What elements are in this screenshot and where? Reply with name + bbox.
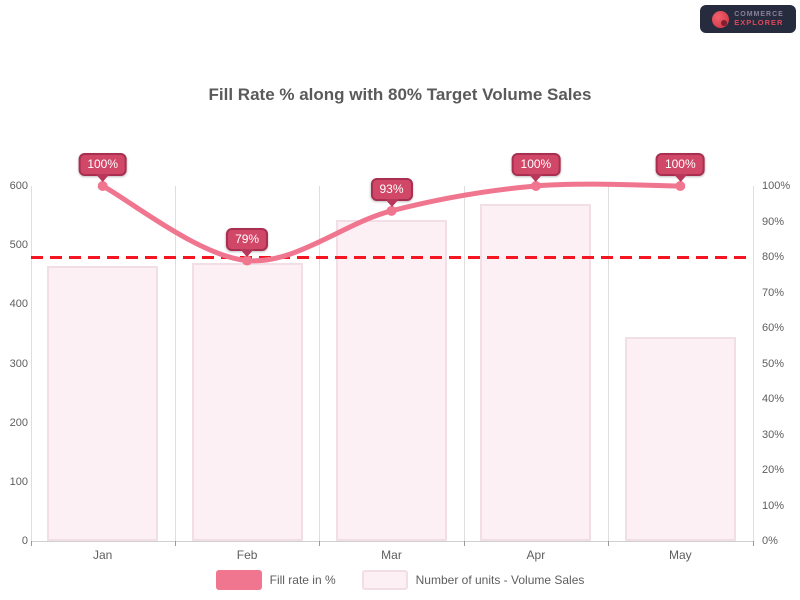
line-point-marker: [675, 181, 686, 191]
category-gridline: [752, 186, 754, 541]
line-data-label-badge: 100%: [78, 153, 128, 176]
x-axis-tick: [319, 541, 321, 546]
x-axis-line: [30, 541, 753, 542]
x-axis-category-label: Feb: [236, 548, 258, 562]
category-gridline: [463, 186, 465, 541]
line-point-marker: [97, 181, 108, 191]
line-point-marker: [242, 255, 253, 266]
right-axis-tick-label: 70%: [762, 286, 785, 299]
legend-item-fill-rate[interactable]: Fill rate in %: [215, 570, 336, 590]
right-axis-tick-label: 0%: [762, 535, 778, 547]
x-axis-tick: [30, 541, 32, 546]
right-axis-tick-label: 30%: [762, 428, 785, 441]
category-gridline: [30, 186, 32, 541]
x-axis-category-label: Apr: [526, 548, 546, 562]
volume-bar: [335, 220, 448, 541]
left-axis-tick-label: 500: [9, 239, 28, 252]
right-axis-tick-label: 90%: [762, 215, 785, 228]
left-axis-tick-label: 100: [9, 475, 28, 488]
logo-icon: [712, 10, 730, 28]
logo-brand-line1: COMMERCE: [734, 11, 784, 19]
volume-bar: [480, 203, 592, 541]
legend-label: Fill rate in %: [269, 573, 336, 587]
right-axis-tick-label: 50%: [762, 357, 785, 370]
left-axis-tick-label: 400: [9, 298, 28, 311]
left-axis-tick-label: 600: [9, 180, 28, 192]
right-axis-tick-label: 40%: [762, 393, 785, 405]
x-axis-category-label: May: [668, 548, 692, 562]
x-axis-tick: [174, 541, 176, 546]
right-axis-tick-label: 100%: [762, 180, 791, 192]
x-axis-tick: [463, 541, 465, 546]
left-axis-tick-label: 300: [9, 357, 28, 370]
right-axis-tick-label: 10%: [762, 499, 785, 512]
legend-swatch: [361, 570, 408, 590]
legend-item-volume[interactable]: Number of units - Volume Sales: [361, 570, 585, 590]
x-axis-category-label: Mar: [381, 548, 402, 562]
x-axis-tick: [752, 541, 754, 546]
logo-brand-line2: EXPLORER: [734, 17, 784, 27]
right-axis-tick-label: 60%: [762, 322, 785, 334]
app-logo: COMMERCE EXPLORER: [700, 5, 796, 33]
category-gridline: [608, 186, 610, 541]
left-axis-tick-label: 200: [9, 416, 28, 429]
x-axis-category-label: Jan: [93, 548, 113, 562]
line-data-label-badge: 100%: [511, 153, 561, 176]
line-point-marker: [386, 205, 397, 216]
right-axis-tick-label: 80%: [762, 251, 785, 263]
line-data-label-badge: 79%: [226, 227, 269, 251]
line-data-label-badge: 93%: [370, 177, 413, 201]
x-axis-tick: [608, 541, 610, 546]
category-gridline: [319, 186, 321, 541]
right-axis-tick-label: 20%: [762, 464, 785, 476]
chart-title: Fill Rate % along with 80% Target Volume…: [208, 85, 592, 104]
volume-bar: [47, 265, 159, 541]
left-axis-tick-label: 0: [21, 535, 28, 547]
legend-swatch: [215, 570, 262, 590]
volume-bar: [624, 336, 736, 541]
line-data-label-badge: 100%: [655, 153, 705, 176]
legend-label: Number of units - Volume Sales: [415, 573, 585, 587]
target-threshold-line: [30, 256, 753, 259]
volume-bar: [191, 262, 303, 541]
line-point-marker: [530, 181, 541, 191]
category-gridline: [174, 186, 176, 541]
legend: Fill rate in % Number of units - Volume S…: [0, 570, 800, 590]
